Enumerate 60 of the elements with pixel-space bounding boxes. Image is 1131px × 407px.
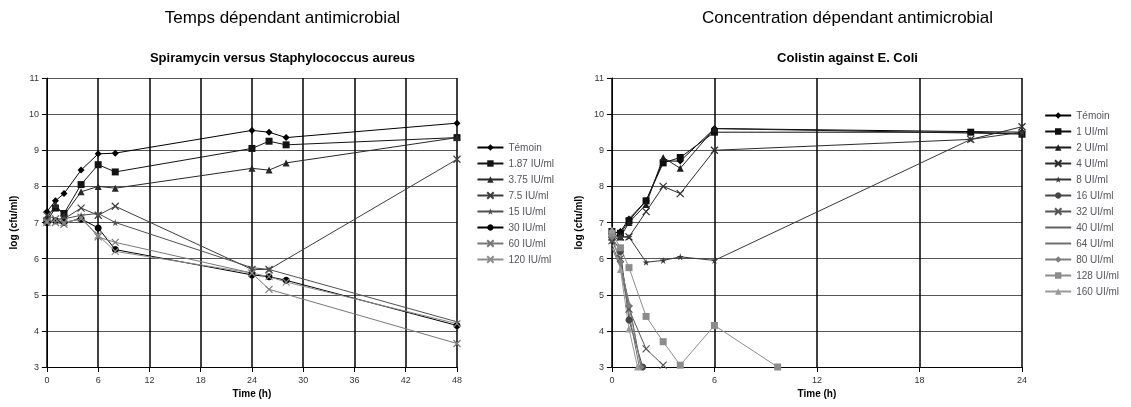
y-tick-label: 11: [594, 73, 604, 83]
x-tick-label: 6: [95, 374, 101, 385]
y-tick-label: 3: [598, 362, 604, 372]
x-axis-title: Time (h): [232, 388, 272, 400]
legend-label: 7.5 IU/ml: [508, 190, 549, 201]
legend-label: 8 UI/ml: [1076, 174, 1108, 185]
x-tick-label: 24: [246, 374, 257, 385]
y-axis-title: log (cfu/ml): [572, 195, 584, 250]
y-tick-label: 5: [598, 289, 604, 300]
legend-label: 160 UI/ml: [1076, 286, 1119, 297]
legend-label: 1 UI/ml: [1076, 126, 1108, 137]
legend-label: 80 UI/ml: [1076, 254, 1114, 265]
y-tick-label: 8: [598, 181, 604, 192]
x-tick-label: 0: [609, 374, 615, 385]
legend-label: 15 IU/ml: [508, 206, 546, 217]
y-tick-label: 11: [29, 73, 39, 83]
legend-label: 120 IU/ml: [508, 254, 552, 265]
y-tick-label: 3: [33, 362, 39, 372]
y-tick-label: 9: [598, 145, 604, 156]
legend-label: 3.75 IU/ml: [508, 174, 555, 185]
legend-label: Témoin: [508, 142, 542, 153]
legend-label: 2 UI/ml: [1076, 142, 1108, 153]
x-tick-label: 30: [298, 374, 309, 385]
chart-title: Temps dépendant antimicrobial: [164, 8, 401, 27]
y-tick-label: 10: [28, 109, 39, 120]
x-tick-label: 18: [914, 374, 925, 385]
legend-label: 32 UI/ml: [1076, 206, 1114, 217]
legend-label: 30 IU/ml: [508, 222, 546, 233]
x-tick-label: 48: [451, 374, 463, 385]
chart-subtitle: Spiramycin versus Staphylococcus aureus: [149, 50, 416, 65]
y-tick-label: 9: [33, 145, 39, 156]
y-tick-label: 10: [593, 109, 604, 120]
legend-label: 40 UI/ml: [1076, 222, 1114, 233]
legend-label: 60 IU/ml: [508, 238, 546, 249]
y-tick-label: 6: [598, 253, 604, 264]
legend-label: 1.87 IU/ml: [508, 158, 555, 169]
y-tick-label: 5: [33, 289, 39, 300]
x-tick-label: 6: [711, 374, 717, 385]
x-tick-label: 12: [144, 374, 155, 385]
legend-label: 128 UI/ml: [1076, 270, 1119, 281]
x-tick-label: 18: [195, 374, 206, 385]
x-tick-label: 36: [349, 374, 360, 385]
chart-subtitle: Colistin against E. Coli: [777, 50, 918, 65]
y-tick-label: 4: [33, 325, 39, 336]
legend-label: Témoin: [1076, 110, 1110, 121]
y-tick-label: 7: [33, 217, 39, 228]
x-tick-label: 0: [44, 374, 50, 385]
legend-label: 4 UI/ml: [1076, 158, 1108, 169]
x-tick-label: 42: [400, 374, 411, 385]
y-tick-label: 6: [33, 253, 39, 264]
legend-label: 64 UI/ml: [1076, 238, 1114, 249]
y-tick-label: 4: [598, 325, 604, 336]
y-axis-title: log (cfu/ml): [7, 195, 19, 250]
chart-title: Concentration dépendant antimicrobial: [701, 8, 994, 27]
y-tick-label: 7: [598, 217, 604, 228]
y-tick-label: 8: [33, 181, 39, 192]
x-tick-label: 24: [1016, 374, 1028, 385]
legend-label: 16 UI/ml: [1076, 190, 1114, 201]
x-tick-label: 12: [811, 374, 822, 385]
x-axis-title: Time (h): [797, 388, 837, 400]
